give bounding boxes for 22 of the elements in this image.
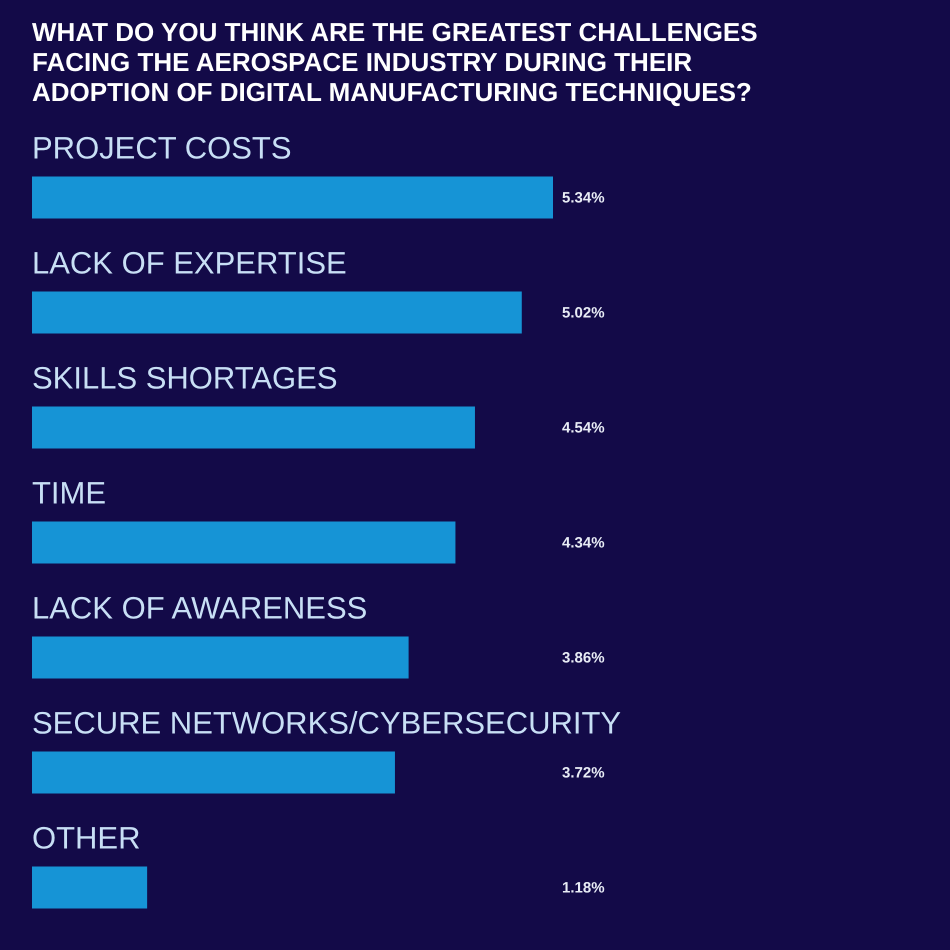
y-tick-label: SKILLS SHORTAGES: [32, 360, 338, 396]
data-label: 5.34%: [562, 190, 605, 206]
bar: [32, 292, 522, 334]
y-tick-label: TIME: [32, 476, 106, 510]
bar: [32, 752, 395, 794]
data-label: 4.54%: [562, 420, 605, 436]
y-tick-label: LACK OF EXPERTISE: [32, 246, 347, 280]
y-tick-label: PROJECT COSTS: [32, 130, 292, 166]
bar: [32, 636, 409, 678]
y-tick-label: SECURE NETWORKS/CYBERSECURITY: [32, 706, 622, 740]
bar: [32, 522, 456, 564]
data-label: 3.86%: [562, 650, 605, 666]
bar: [32, 866, 148, 908]
y-tick-label: OTHER: [32, 820, 140, 856]
data-label: 3.72%: [562, 764, 605, 782]
chart-title: WHAT DO YOU THINK ARE THE GREATEST CHALLENGES FACING THE AEROSPACE INDUSTRY DURING THEIR ADOPTION OF DIGITAL MANUFACTURING TECHNIQUES?: [32, 17, 758, 107]
y-tick-label: LACK OF AWARENESS: [32, 590, 368, 626]
data-label: 5.02%: [562, 304, 605, 322]
bar: [32, 176, 553, 218]
bar: [32, 406, 475, 448]
data-label: 1.18%: [562, 880, 605, 896]
data-label: 4.34%: [562, 534, 605, 552]
